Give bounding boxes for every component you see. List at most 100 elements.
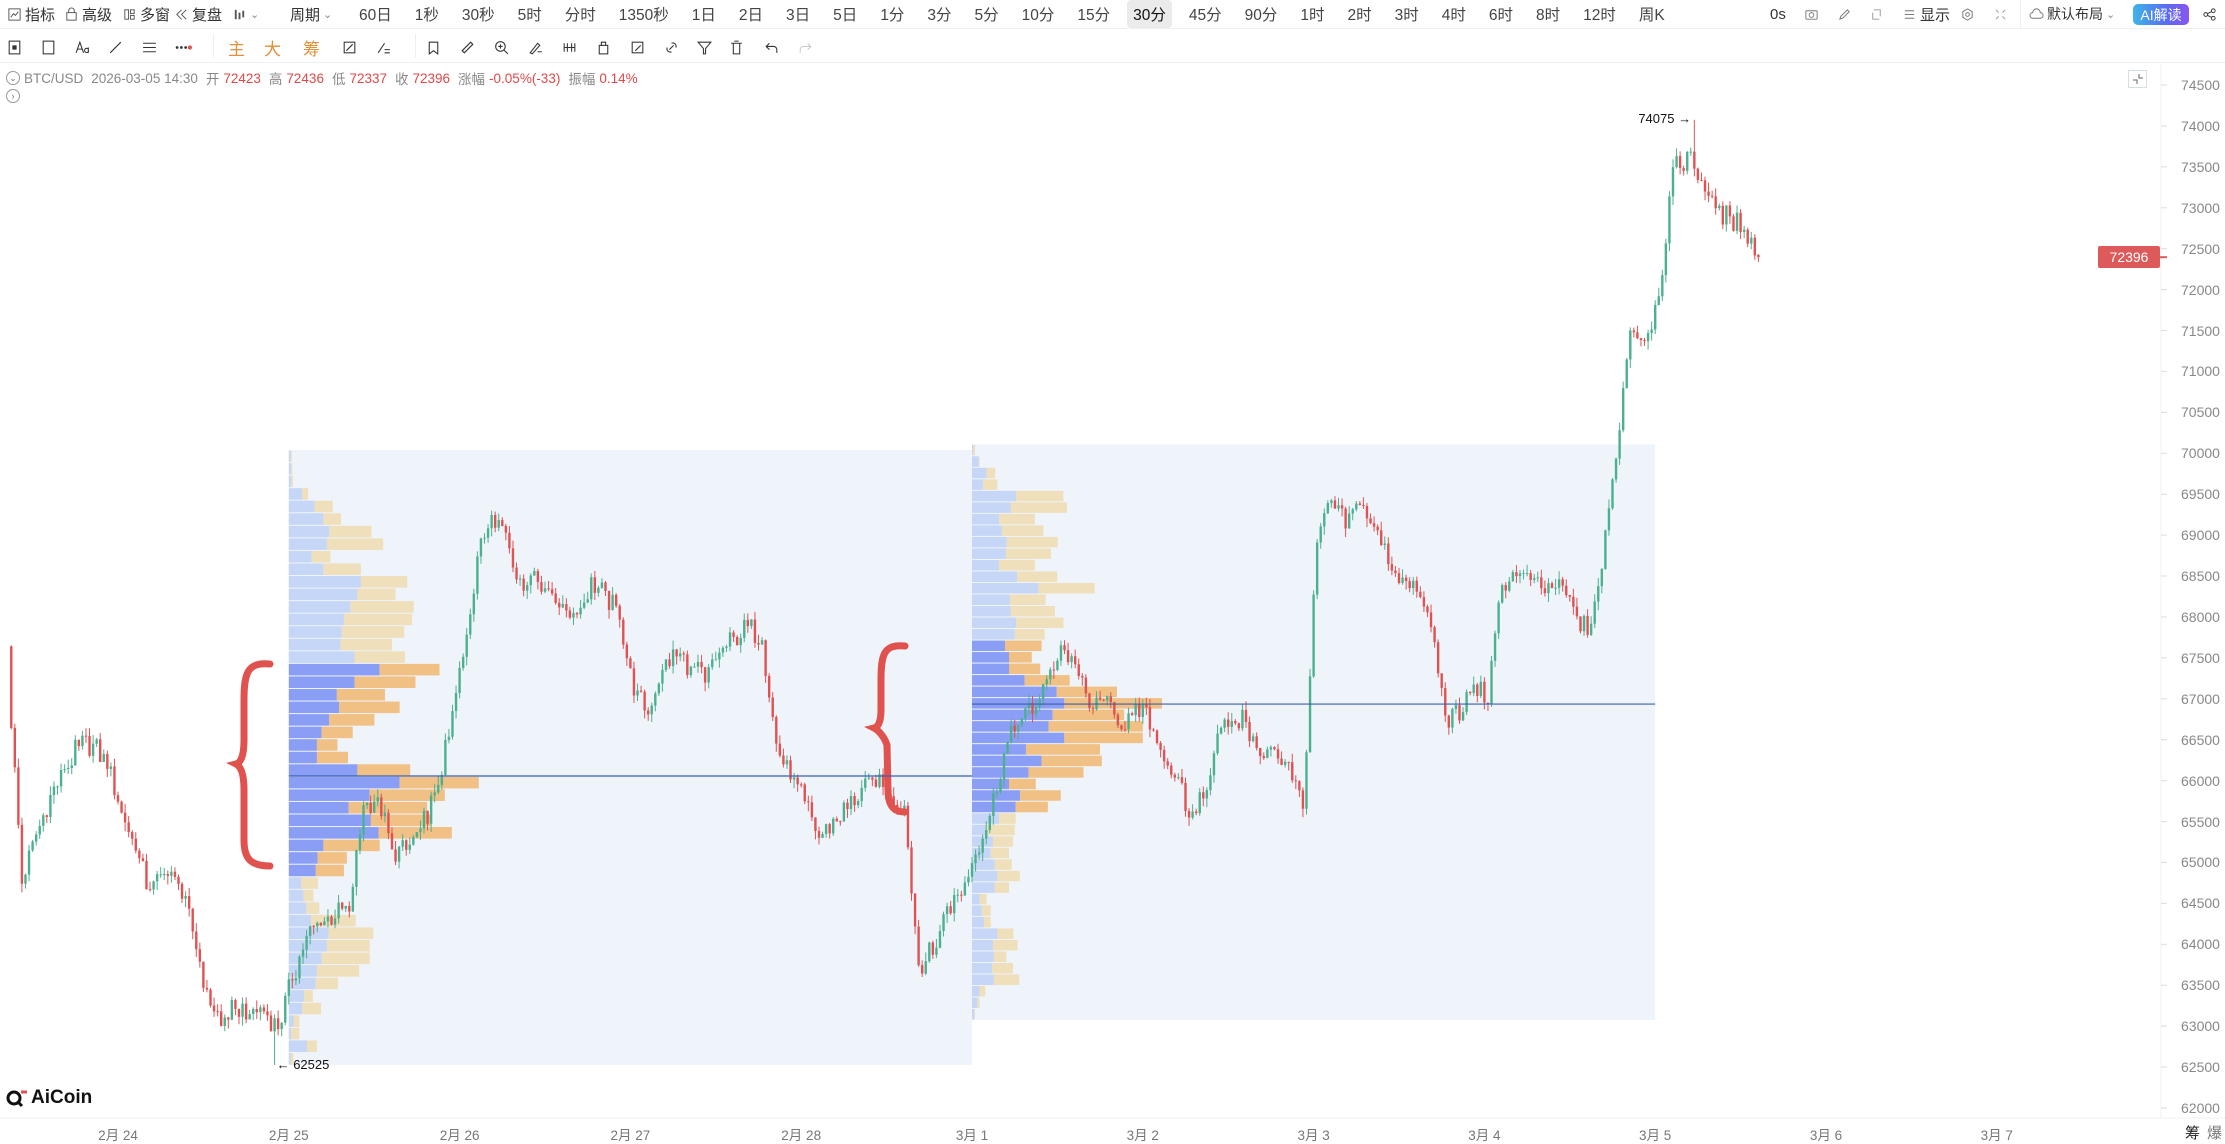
chips-panel-toggle[interactable]: 筹: [2185, 1125, 2201, 1142]
candle: [767, 673, 771, 703]
ruler-button[interactable]: [456, 36, 478, 58]
period-60日[interactable]: 60日: [359, 7, 392, 24]
profile-buy-bar: [288, 1015, 294, 1027]
period-5日[interactable]: 5日: [833, 7, 858, 24]
sync-drawing-button[interactable]: [338, 36, 360, 58]
rectangle-tool[interactable]: [37, 36, 59, 58]
period-90分[interactable]: 90分: [1244, 7, 1278, 24]
expand-indicators-icon[interactable]: ›: [6, 89, 20, 103]
period-dropdown[interactable]: 周期 ⌄: [290, 0, 332, 28]
profile-buy-bar: [288, 827, 379, 839]
candle: [664, 659, 668, 673]
candle-body: [1604, 530, 1607, 569]
candle-body: [849, 796, 853, 810]
save-template-button[interactable]: [3, 36, 25, 58]
period-5时[interactable]: 5时: [517, 7, 542, 24]
candle-body: [1308, 676, 1312, 753]
period-30秒[interactable]: 30秒: [461, 7, 495, 24]
brace-annotations[interactable]: [225, 642, 909, 870]
period-12时[interactable]: 12时: [1583, 7, 1616, 24]
candle: [252, 1007, 255, 1021]
period-45分[interactable]: 45分: [1188, 7, 1222, 24]
chart-type-dropdown[interactable]: ⌄: [232, 0, 259, 28]
collapse-button[interactable]: [1993, 0, 2008, 28]
period-15分[interactable]: 15分: [1077, 7, 1111, 24]
replay-button[interactable]: 复盘: [174, 0, 222, 28]
edit-drawings-button[interactable]: [626, 36, 648, 58]
indicators-button[interactable]: 指标: [7, 0, 55, 28]
candle-body: [1422, 597, 1426, 607]
candle: [362, 801, 365, 842]
brace-annotation-1[interactable]: [225, 660, 274, 870]
chips-toggle[interactable]: 筹: [303, 40, 320, 59]
candle: [1611, 477, 1614, 510]
settings-button[interactable]: [1960, 0, 1975, 28]
period-1日[interactable]: 1日: [691, 7, 716, 24]
bookmark-button[interactable]: [422, 36, 444, 58]
link-button[interactable]: [660, 36, 682, 58]
big-order-toggle[interactable]: 大: [264, 40, 281, 59]
candle-body: [1031, 702, 1034, 714]
brace-annotation-2[interactable]: [863, 642, 909, 816]
candle: [757, 634, 760, 651]
volume-profile-area[interactable]: [288, 450, 972, 1066]
redo-button[interactable]: [794, 36, 816, 58]
period-周K[interactable]: 周K: [1638, 7, 1665, 24]
period-1时[interactable]: 1时: [1300, 7, 1325, 24]
candle-body: [1159, 743, 1162, 750]
period-3分[interactable]: 3分: [927, 7, 952, 24]
period-4时[interactable]: 4时: [1441, 7, 1466, 24]
period-1秒[interactable]: 1秒: [414, 7, 439, 24]
parallel-lines-tool[interactable]: [138, 36, 160, 58]
period-8时[interactable]: 8时: [1536, 7, 1561, 24]
window-button[interactable]: [1869, 0, 1884, 28]
period-1分[interactable]: 1分: [880, 7, 905, 24]
zoom-button[interactable]: [490, 36, 512, 58]
candle-body: [846, 802, 849, 810]
candle: [1739, 209, 1742, 240]
period-分时[interactable]: 分时: [564, 7, 596, 24]
brush-button[interactable]: [524, 36, 546, 58]
more-tools-button[interactable]: [172, 36, 194, 58]
volume-profile-area[interactable]: [972, 444, 1656, 1021]
period-1350秒[interactable]: 1350秒: [618, 7, 669, 24]
display-button[interactable]: 显示: [1902, 0, 1950, 28]
screenshot-button[interactable]: [1804, 0, 1819, 28]
period-3时[interactable]: 3时: [1394, 7, 1419, 24]
period-5分[interactable]: 5分: [974, 7, 999, 24]
undo-button[interactable]: [760, 36, 782, 58]
line-tool[interactable]: [104, 36, 126, 58]
open-label: 开: [205, 72, 220, 87]
period-2日[interactable]: 2日: [738, 7, 763, 24]
layout-dropdown[interactable]: 默认布局 ⌄: [2029, 0, 2115, 28]
period-30分[interactable]: 30分: [1127, 0, 1172, 28]
fullscreen-toggle[interactable]: [2128, 70, 2147, 88]
magnet-button[interactable]: [558, 36, 580, 58]
period-2时[interactable]: 2时: [1347, 7, 1372, 24]
candle: [1750, 231, 1753, 250]
candle: [412, 835, 415, 846]
candle-body: [935, 947, 938, 955]
filter-button[interactable]: [693, 36, 715, 58]
candle: [301, 943, 305, 965]
draw-button[interactable]: [1837, 0, 1852, 28]
period-10分[interactable]: 10分: [1021, 7, 1055, 24]
candle-body: [84, 735, 88, 737]
share-button[interactable]: [2202, 0, 2217, 28]
candle-body: [1671, 167, 1675, 197]
candle-body: [1234, 721, 1237, 724]
ai-analysis-button[interactable]: AI解读: [2133, 4, 2189, 25]
liquidation-panel-toggle[interactable]: 爆: [2207, 1125, 2223, 1142]
collapse-info-icon[interactable]: ⌄: [6, 71, 20, 85]
delete-button[interactable]: [725, 36, 747, 58]
candle: [1116, 712, 1120, 728]
advanced-button[interactable]: 高级: [64, 0, 112, 28]
measure-button[interactable]: [372, 36, 394, 58]
period-3日[interactable]: 3日: [786, 7, 811, 24]
multi-window-button[interactable]: 多窗: [122, 0, 170, 28]
text-tool[interactable]: [71, 36, 93, 58]
period-6时[interactable]: 6时: [1488, 7, 1513, 24]
main-indicator-toggle[interactable]: 主: [228, 40, 245, 59]
lock-drawings-button[interactable]: [592, 36, 614, 58]
